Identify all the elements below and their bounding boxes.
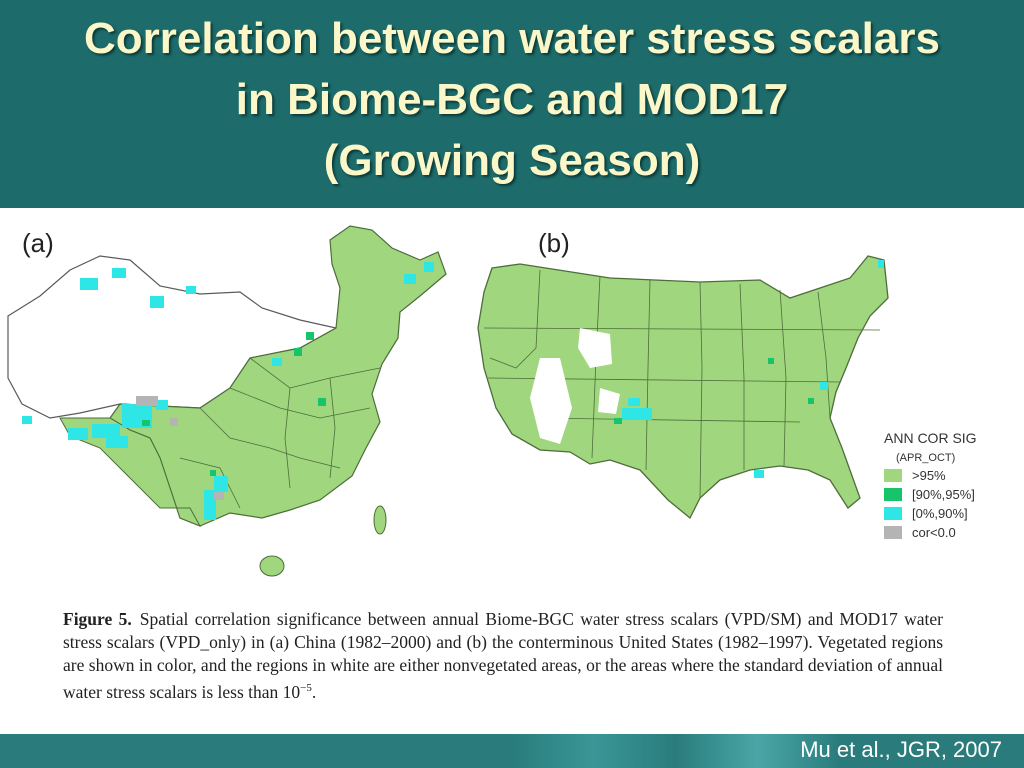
legend-item-4: cor<0.0 — [912, 525, 956, 540]
china-gray-patches — [136, 396, 224, 500]
china-map — [7, 225, 447, 577]
legend-item-2: [90%,95%] — [912, 487, 975, 502]
figure-maps: (a) — [7, 225, 977, 577]
figure-panel: (a) — [0, 208, 1024, 734]
hainan-island — [259, 555, 285, 577]
legend-subtitle: (APR_OCT) — [896, 452, 955, 464]
legend-swatch-1 — [884, 469, 902, 482]
panel-a-label: (a) — [22, 228, 54, 258]
china-south-region — [59, 417, 202, 527]
legend-item-3: [0%,90%] — [912, 506, 968, 521]
title-line-2: in Biome-BGC and MOD17 — [235, 75, 789, 124]
usa-green-patches — [614, 358, 814, 424]
china-vegetated-region — [109, 225, 447, 527]
usa-outline — [477, 255, 889, 520]
china-green-patches — [142, 332, 326, 476]
legend-swatch-2 — [884, 488, 902, 501]
usa-cyan-patches — [622, 260, 884, 478]
legend-swatch-4 — [884, 526, 902, 539]
usa-white-areas — [530, 328, 620, 444]
usa-map — [477, 255, 889, 520]
china-province-borders — [179, 357, 381, 509]
caption-figure-label: Figure 5. — [63, 609, 132, 629]
slide-title: Correlation between water stress scalars… — [0, 8, 1024, 191]
title-line-3: (Growing Season) — [323, 136, 701, 185]
legend: ANN COR SIG (APR_OCT) >95% [90%,95%] [0%… — [884, 430, 977, 540]
slide-footer: Mu et al., JGR, 2007 — [0, 734, 1024, 768]
caption-ending: . — [311, 681, 317, 702]
figure-caption: Figure 5. Spatial correlation significanc… — [63, 608, 943, 704]
china-cyan-patches — [22, 262, 434, 520]
panel-b-label: (b) — [538, 228, 570, 258]
caption-exponent: −5 — [300, 682, 312, 694]
legend-item-1: >95% — [912, 468, 946, 483]
legend-title: ANN COR SIG — [884, 430, 977, 446]
caption-text: Spatial correlation significance between… — [63, 609, 943, 702]
title-line-1: Correlation between water stress scalars — [84, 14, 940, 63]
taiwan-island — [373, 505, 387, 535]
legend-swatch-3 — [884, 507, 902, 520]
citation-credit: Mu et al., JGR, 2007 — [800, 737, 1002, 762]
